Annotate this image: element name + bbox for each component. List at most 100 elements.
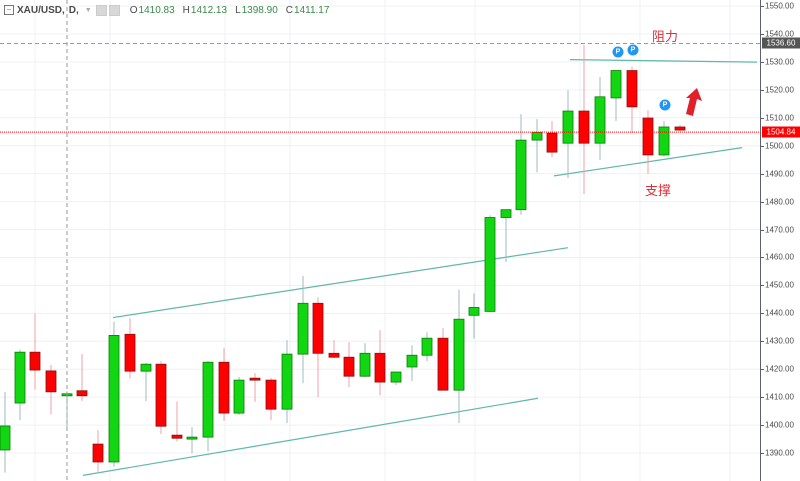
eye-icon[interactable] bbox=[95, 4, 107, 16]
candle bbox=[29, 313, 41, 390]
price-tick-label: 1460.00 bbox=[765, 252, 794, 262]
candle bbox=[14, 349, 26, 421]
candle bbox=[186, 427, 198, 454]
close-label: C bbox=[285, 4, 294, 16]
tick-mark bbox=[761, 117, 764, 119]
candle bbox=[312, 297, 324, 398]
resistance-line[interactable] bbox=[569, 59, 758, 63]
candle bbox=[343, 342, 355, 388]
crosshair-price-tag: 1536.60 bbox=[762, 37, 800, 49]
chart-legend: − XAU/USD, D, ▼ O 1410.83 H 1412.13 L 1398.… bbox=[4, 3, 329, 17]
tick-mark bbox=[761, 285, 764, 287]
candle bbox=[281, 340, 293, 424]
high-label: H bbox=[182, 4, 190, 16]
candle bbox=[233, 377, 245, 416]
support-label: 支撑 bbox=[645, 184, 672, 199]
price-tick-label: 1550.00 bbox=[765, 1, 794, 11]
candle bbox=[124, 318, 136, 379]
candle bbox=[421, 332, 433, 362]
price-tick-label: 1440.00 bbox=[765, 308, 794, 318]
candle bbox=[626, 66, 638, 134]
tick-mark bbox=[761, 397, 764, 399]
symbol-name[interactable]: XAU/USD, bbox=[17, 4, 65, 16]
price-tick-label: 1510.00 bbox=[765, 113, 794, 123]
p-marker-2[interactable]: P bbox=[627, 44, 639, 56]
candle bbox=[108, 321, 120, 467]
candle bbox=[202, 361, 214, 452]
candle bbox=[249, 373, 261, 402]
candle bbox=[562, 90, 574, 179]
candle bbox=[140, 363, 152, 402]
candle bbox=[297, 275, 309, 384]
tick-mark bbox=[761, 6, 764, 7]
tick-mark bbox=[761, 257, 764, 259]
candle bbox=[76, 354, 88, 402]
low-value: 1398.90 bbox=[241, 4, 278, 16]
trendlines[interactable] bbox=[82, 59, 758, 476]
price-tick-label: 1530.00 bbox=[765, 57, 794, 67]
candle bbox=[546, 121, 558, 158]
candle bbox=[594, 76, 606, 160]
open-label: O bbox=[129, 4, 138, 16]
up-arrow-icon[interactable] bbox=[686, 88, 702, 116]
candle bbox=[658, 121, 670, 157]
price-tick-label: 1400.00 bbox=[765, 420, 794, 430]
high-value: 1412.13 bbox=[190, 4, 228, 16]
close-value: 1411.17 bbox=[294, 4, 330, 16]
price-tick-label: 1480.00 bbox=[765, 197, 794, 207]
tick-mark bbox=[761, 145, 764, 147]
tick-mark bbox=[761, 425, 764, 427]
candle bbox=[155, 361, 167, 435]
candle bbox=[45, 365, 57, 415]
candle bbox=[453, 289, 465, 424]
price-tick-label: 1490.00 bbox=[765, 169, 794, 179]
candle bbox=[484, 215, 496, 313]
candle bbox=[359, 343, 371, 378]
candle bbox=[610, 70, 622, 122]
current-price-tag: 1504.84 bbox=[762, 126, 800, 138]
price-tick-label: 1390.00 bbox=[765, 448, 794, 458]
tick-mark bbox=[761, 89, 764, 91]
tick-mark bbox=[761, 33, 764, 35]
price-tick-label: 1450.00 bbox=[765, 280, 794, 290]
candles bbox=[0, 45, 686, 473]
candle bbox=[578, 45, 590, 195]
candle bbox=[500, 209, 512, 262]
upper-channel-line[interactable] bbox=[112, 247, 569, 319]
p-marker-1[interactable]: P bbox=[612, 46, 624, 58]
price-axis[interactable]: 1390.00 1400.00 1410.00 1420.00 1430.00 1440.… bbox=[760, 0, 800, 481]
collapse-legend-icon[interactable]: − bbox=[4, 5, 14, 15]
interval[interactable]: D, bbox=[68, 4, 79, 16]
candle bbox=[468, 293, 480, 339]
price-tick-label: 1500.00 bbox=[765, 141, 794, 151]
candle bbox=[642, 110, 654, 174]
p-marker-3[interactable]: P bbox=[659, 99, 671, 111]
price-tick-label: 1540.00 bbox=[765, 29, 794, 39]
price-lines bbox=[0, 0, 760, 481]
candle bbox=[374, 330, 386, 396]
price-tick-label: 1420.00 bbox=[765, 364, 794, 374]
tick-mark bbox=[761, 229, 764, 231]
candle bbox=[674, 125, 686, 132]
price-tick-label: 1430.00 bbox=[765, 336, 794, 346]
tick-mark bbox=[761, 173, 764, 175]
open-value: 1410.83 bbox=[138, 4, 175, 16]
price-tick-label: 1470.00 bbox=[765, 225, 794, 235]
resistance-label: 阻力 bbox=[652, 30, 679, 45]
gear-icon[interactable] bbox=[108, 4, 120, 16]
candle bbox=[171, 401, 183, 442]
price-plot-area[interactable] bbox=[0, 0, 760, 481]
lower-channel-line[interactable] bbox=[82, 397, 539, 476]
candle bbox=[218, 348, 230, 421]
candle bbox=[515, 114, 527, 215]
price-tick-label: 1520.00 bbox=[765, 85, 794, 95]
candle bbox=[390, 371, 402, 386]
tick-mark bbox=[761, 313, 764, 315]
price-tick-label: 1410.00 bbox=[765, 392, 794, 402]
candle bbox=[0, 391, 11, 473]
chevron-down-icon[interactable]: ▼ bbox=[84, 6, 92, 14]
candle bbox=[406, 345, 418, 381]
low-label: L bbox=[235, 4, 241, 16]
tick-mark bbox=[761, 201, 764, 203]
